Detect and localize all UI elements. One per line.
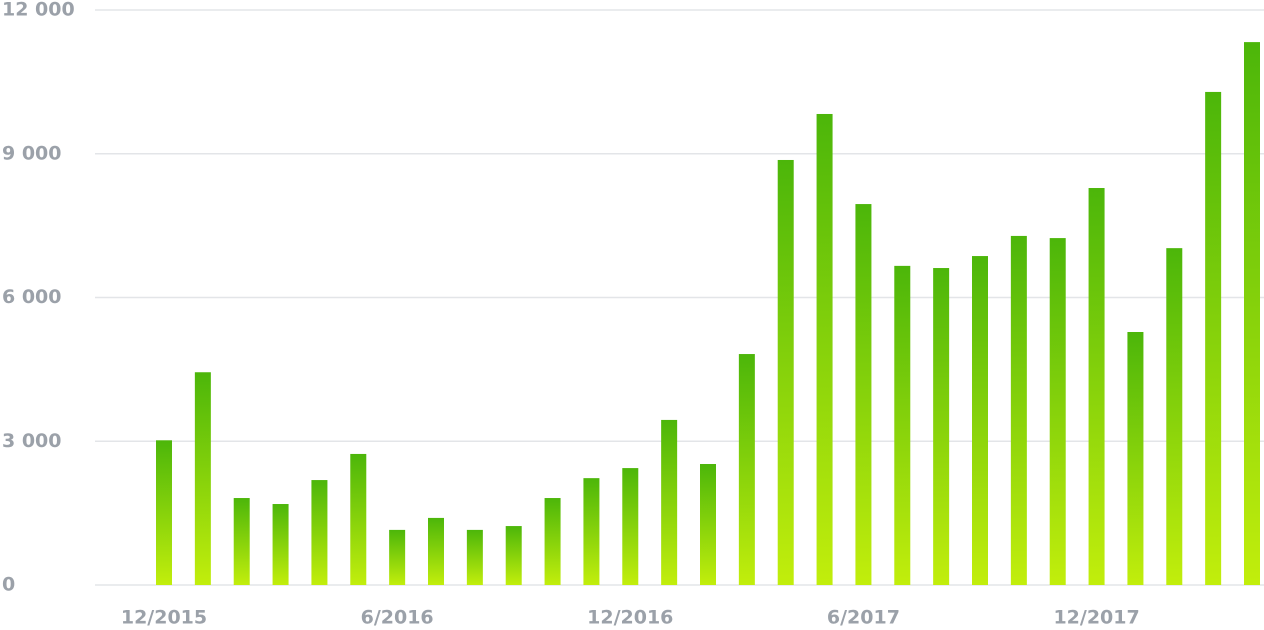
y-tick-label: 9 000 xyxy=(2,142,62,164)
bar xyxy=(505,526,522,585)
y-tick-label: 6 000 xyxy=(2,286,62,308)
bar xyxy=(428,517,444,585)
bar xyxy=(194,372,211,585)
bar xyxy=(894,265,911,585)
x-tick-label: 6/2017 xyxy=(827,607,900,629)
bar xyxy=(1205,91,1222,585)
x-tick-label: 12/2017 xyxy=(1053,607,1139,629)
bar xyxy=(156,440,172,585)
bar xyxy=(311,480,328,585)
bar xyxy=(661,419,678,585)
bar xyxy=(1127,332,1144,585)
bar xyxy=(583,478,600,585)
bar xyxy=(738,354,755,585)
bar xyxy=(700,464,716,585)
x-tick-label: 12/2016 xyxy=(587,607,673,629)
y-tick-label: 3 000 xyxy=(2,430,62,452)
bar xyxy=(1010,235,1027,586)
bar xyxy=(777,159,794,585)
bar xyxy=(544,498,561,585)
bar xyxy=(1166,248,1183,586)
x-tick-label: 12/2015 xyxy=(121,607,207,629)
bar xyxy=(272,504,289,585)
bar xyxy=(1244,42,1260,585)
bar xyxy=(1049,238,1066,586)
x-tick-label: 6/2016 xyxy=(361,607,434,629)
bar xyxy=(466,529,483,585)
bar xyxy=(622,468,639,585)
bar xyxy=(350,453,367,585)
bar xyxy=(933,268,950,585)
bar xyxy=(1088,188,1105,585)
bar xyxy=(855,204,872,585)
bar xyxy=(972,256,988,585)
bar xyxy=(233,498,250,585)
bar xyxy=(816,113,833,586)
y-tick-label: 12 000 xyxy=(2,0,75,21)
y-tick-label: 0 xyxy=(2,574,15,596)
bar xyxy=(389,529,406,585)
